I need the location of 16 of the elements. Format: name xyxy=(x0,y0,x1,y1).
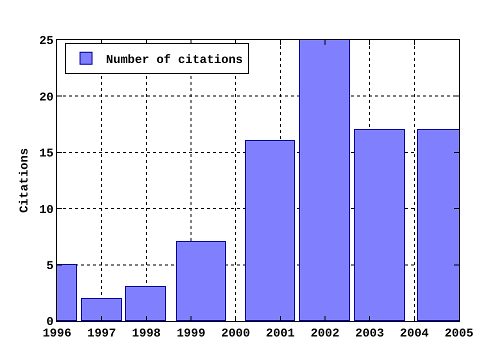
y-tick-label: 25 xyxy=(39,34,54,48)
y-tick-label: 5 xyxy=(46,259,54,273)
x-tick-label: 2000 xyxy=(221,326,250,340)
x-tick-label: 1998 xyxy=(132,326,161,340)
y-axis-title: Citations xyxy=(17,148,32,213)
x-tick-label: 2005 xyxy=(444,326,474,340)
y-tick-label: 20 xyxy=(39,90,54,104)
y-tick-label: 15 xyxy=(39,146,54,161)
x-tick-label: 2002 xyxy=(310,326,340,340)
x-tick-label: 1999 xyxy=(176,326,206,340)
x-tick-label: 2003 xyxy=(355,326,384,340)
x-tick-label: 2001 xyxy=(266,326,295,340)
legend-label: Number of citations xyxy=(106,52,243,67)
y-tick-label: 10 xyxy=(39,202,54,217)
x-tick-label: 2004 xyxy=(400,326,429,340)
x-tick-label: 1997 xyxy=(87,326,116,340)
